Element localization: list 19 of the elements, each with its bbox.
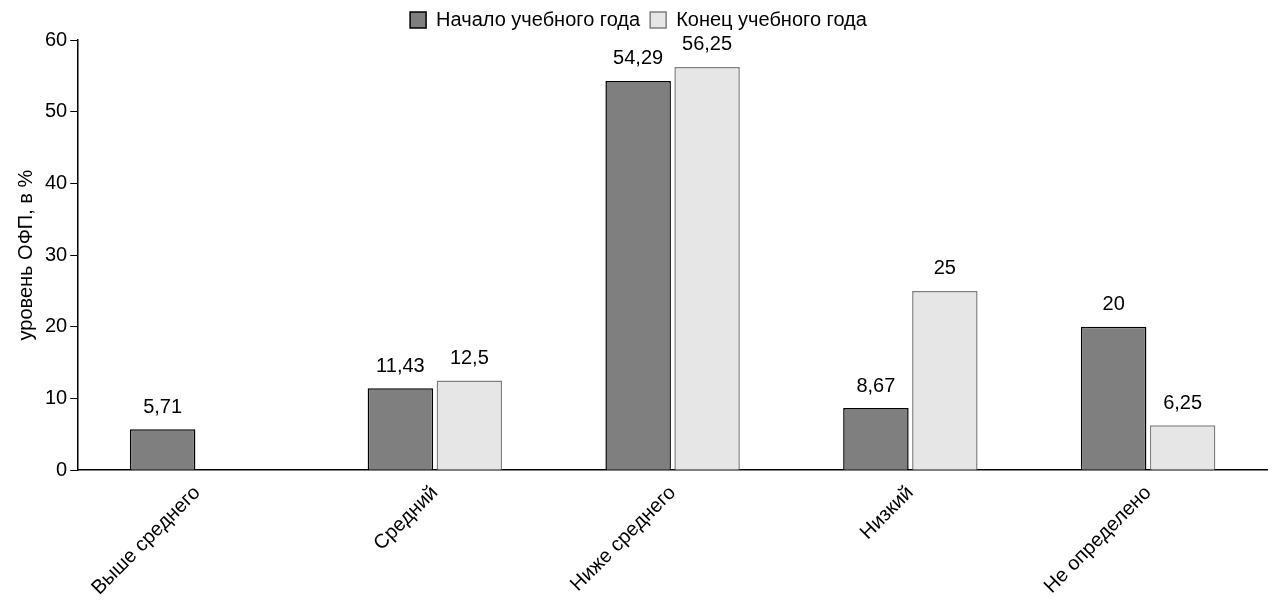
y-axis-title: уровень ОФП, в % [13,169,36,341]
y-tick-label: 40 [45,170,68,193]
data-label: 20 [1102,292,1125,315]
legend-label: Конец учебного года [676,7,868,30]
legend-label: Начало учебного года [436,7,642,30]
data-label: 8,67 [856,373,896,396]
data-label: 6,25 [1163,390,1203,413]
y-tick-label: 10 [45,385,68,408]
y-tick-label: 20 [45,314,68,337]
y-tick-label: 30 [45,242,68,265]
data-label: 12,5 [449,346,489,369]
data-label: 56,25 [682,32,733,55]
data-label: 11,43 [376,353,425,376]
data-label: 54,29 [613,46,664,69]
data-label: 25 [933,256,956,279]
data-label: 5,71 [143,394,183,417]
y-tick-label: 60 [45,27,68,50]
y-tick-label: 50 [45,99,68,122]
y-tick-label: 0 [56,457,68,480]
